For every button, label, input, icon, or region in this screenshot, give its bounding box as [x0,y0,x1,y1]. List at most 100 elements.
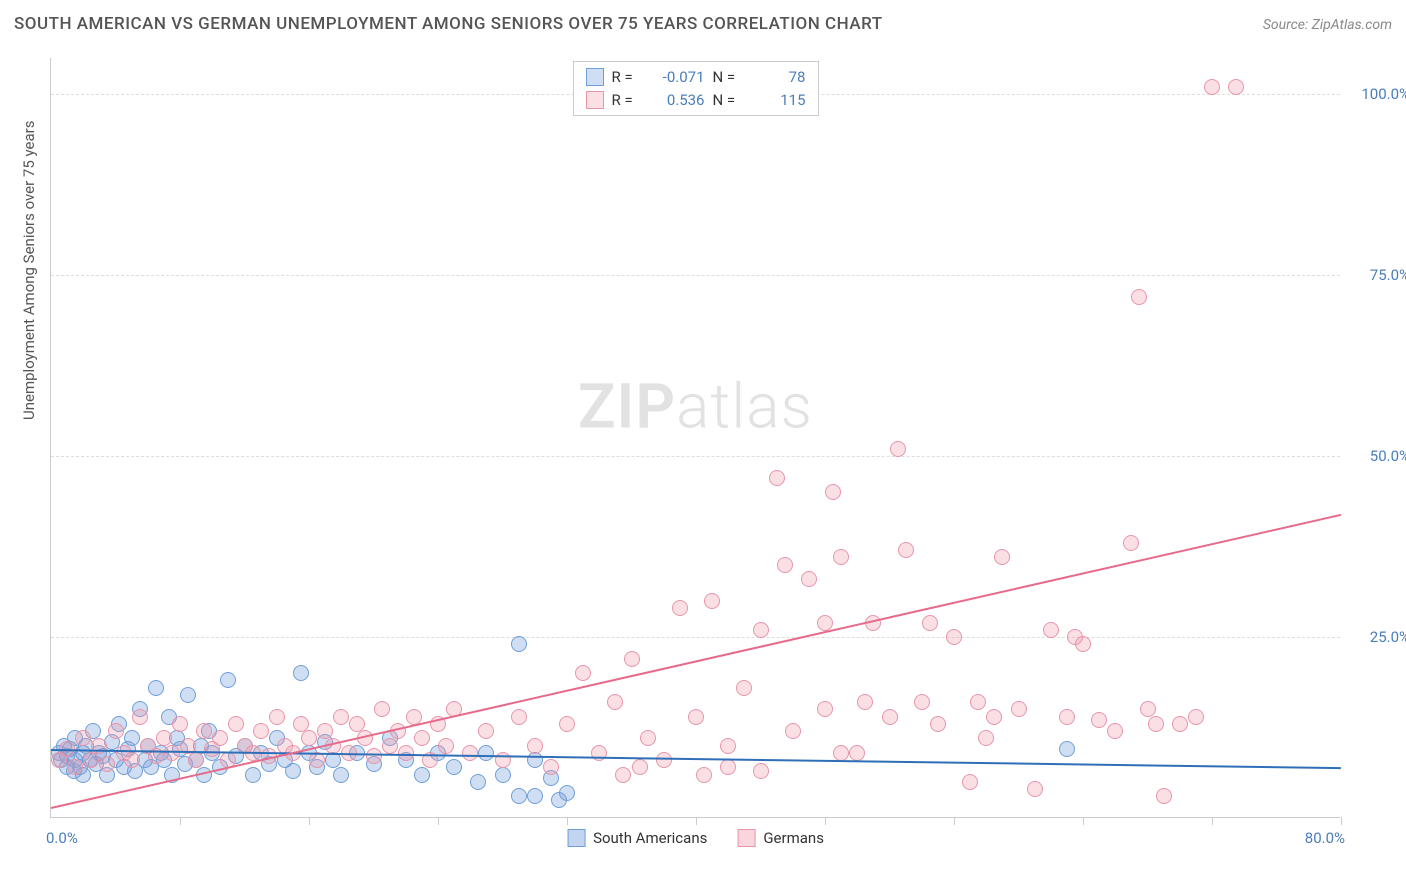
data-point [374,701,390,717]
x-tick [1083,817,1084,825]
data-point [615,767,631,783]
n-label: N = [713,89,743,112]
data-point [366,748,382,764]
data-point [1140,701,1156,717]
data-point [962,774,978,790]
data-point [632,759,648,775]
data-point [349,716,365,732]
data-point [607,694,623,710]
series-1-r: 0.536 [650,89,705,112]
data-point [83,752,99,768]
data-point [212,730,228,746]
data-point [688,709,704,725]
data-point [833,549,849,565]
data-point [785,723,801,739]
legend-item-0: South Americans [567,829,707,847]
data-point [736,680,752,696]
data-point [108,723,124,739]
data-point [478,745,494,761]
y-axis-label: Unemployment Among Seniors over 75 years [20,121,38,420]
legend-swatch-1 [737,829,755,847]
data-point [245,767,261,783]
correlation-row-0: R = -0.071 N = 78 [586,66,806,89]
data-point [1107,723,1123,739]
data-point [1172,716,1188,732]
data-point [817,701,833,717]
data-point [1148,716,1164,732]
data-point [172,716,188,732]
source-label: Source: ZipAtlas.com [1263,17,1392,33]
data-point [446,759,462,775]
data-point [543,759,559,775]
data-point [704,593,720,609]
data-point [253,723,269,739]
data-point [228,716,244,732]
x-tick [696,817,697,825]
data-point [656,752,672,768]
data-point [986,709,1002,725]
data-point [922,615,938,631]
x-tick [1212,817,1213,825]
data-point [333,767,349,783]
data-point [575,665,591,681]
correlation-row-1: R = 0.536 N = 115 [586,89,806,112]
data-point [672,600,688,616]
data-point [882,709,898,725]
plot-area: ZIPatlas R = -0.071 N = 78 R = 0.536 N =… [50,58,1340,818]
data-point [462,745,478,761]
title-bar: SOUTH AMERICAN VS GERMAN UNEMPLOYMENT AM… [14,14,1392,34]
data-point [511,788,527,804]
data-point [914,694,930,710]
data-point [398,745,414,761]
data-point [99,756,115,772]
data-point [624,651,640,667]
y-tick-label: 50.0% [1350,447,1406,465]
data-point [801,571,817,587]
data-point [478,723,494,739]
data-point [1027,781,1043,797]
series-0-n: 78 [751,66,806,89]
data-point [1131,289,1147,305]
data-point [777,557,793,573]
r-label: R = [612,66,642,89]
data-point [1123,535,1139,551]
data-point [825,484,841,500]
data-point [301,730,317,746]
legend-swatch-0 [567,829,585,847]
data-point [946,629,962,645]
data-point [470,774,486,790]
data-point [382,738,398,754]
x-axis-max-label: 80.0% [1305,829,1345,847]
watermark-light: atlas [676,371,813,444]
data-point [285,763,301,779]
data-point [495,767,511,783]
data-point [527,738,543,754]
data-point [196,723,212,739]
data-point [511,709,527,725]
data-point [1156,788,1172,804]
data-point [849,745,865,761]
data-point [769,470,785,486]
data-point [720,759,736,775]
series-1-n: 115 [751,89,806,112]
data-point [124,730,140,746]
x-tick [954,817,955,825]
data-point [414,767,430,783]
x-tick [309,817,310,825]
legend-label-1: Germans [763,829,824,847]
data-point [438,738,454,754]
data-point [148,680,164,696]
data-point [1059,709,1075,725]
data-point [640,730,656,746]
data-point [164,745,180,761]
data-point [293,665,309,681]
data-point [67,759,83,775]
data-point [269,709,285,725]
series-0-r: -0.071 [650,66,705,89]
legend-item-1: Germans [737,829,824,847]
data-point [753,763,769,779]
data-point [333,709,349,725]
data-point [1188,709,1204,725]
chart-title: SOUTH AMERICAN VS GERMAN UNEMPLOYMENT AM… [14,14,883,34]
legend-label-0: South Americans [593,829,707,847]
